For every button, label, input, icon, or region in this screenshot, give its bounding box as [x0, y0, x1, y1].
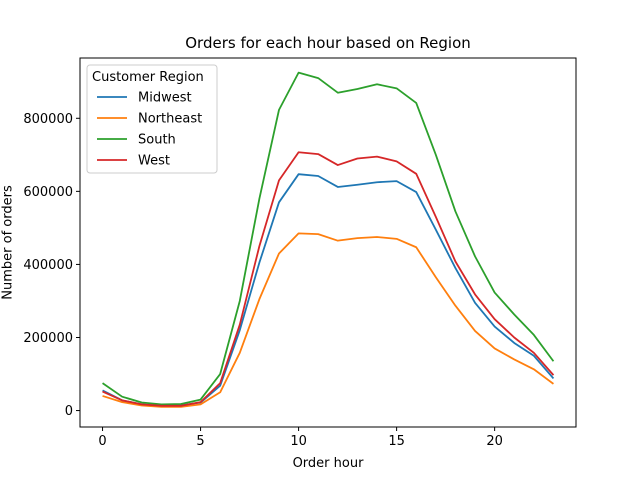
legend-items: Midwest Northeast South West — [97, 91, 202, 169]
y-tick-label: 800000 — [23, 112, 73, 127]
legend: Customer Region Midwest Northeast South Wes… — [86, 64, 218, 174]
legend-label: Northeast — [138, 112, 202, 127]
x-tick-label: 0 — [98, 434, 106, 449]
legend-label: Midwest — [138, 91, 192, 106]
legend-label: South — [138, 133, 176, 148]
plot-area-frame — [79, 57, 577, 428]
plot-lines — [102, 71, 555, 408]
y-axis-label: Number of orders — [1, 185, 16, 300]
series-line-west — [102, 151, 555, 407]
x-axis: 0 5 10 15 20 — [98, 427, 503, 449]
legend-box — [86, 64, 218, 174]
x-tick-label: 15 — [388, 434, 405, 449]
legend-title: Customer Region — [92, 70, 204, 85]
y-tick-label: 600000 — [23, 185, 73, 200]
y-tick-label: 200000 — [23, 331, 73, 346]
series-line-south — [102, 71, 555, 406]
x-axis-label: Order hour — [293, 456, 365, 471]
x-tick-label: 5 — [196, 434, 204, 449]
x-tick-label: 10 — [290, 434, 307, 449]
y-tick-label: 0 — [65, 404, 73, 419]
y-tick-label: 400000 — [23, 258, 73, 273]
series-line-northeast — [102, 232, 554, 408]
chart-title: Orders for each hour based on Region — [185, 34, 471, 52]
x-tick-label: 20 — [486, 434, 503, 449]
legend-label: West — [138, 154, 170, 169]
y-axis: 0 200000 400000 600000 800000 — [23, 112, 80, 419]
